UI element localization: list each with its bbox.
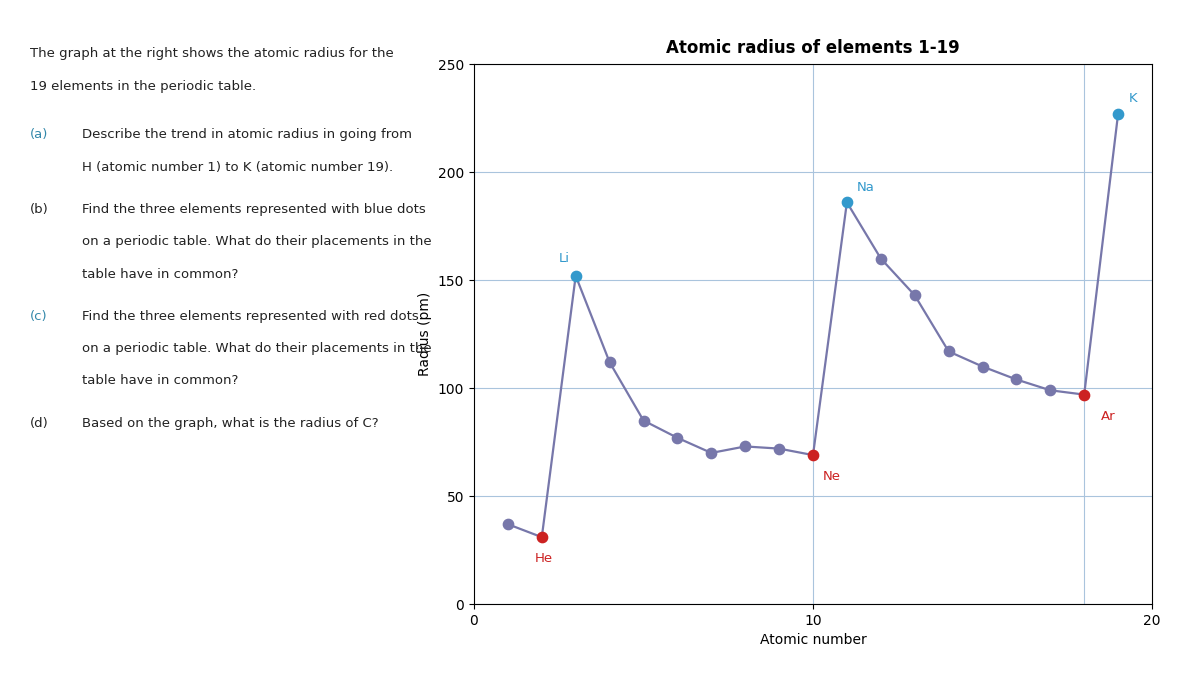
Point [1074,389,1093,400]
Text: Li: Li [559,252,570,265]
Text: (d): (d) [30,416,49,429]
Text: He: He [535,552,553,565]
Point [533,532,552,543]
Text: H (atomic number 1) to K (atomic number 19).: H (atomic number 1) to K (atomic number … [82,161,392,173]
Text: Find the three elements represented with blue dots: Find the three elements represented with… [82,202,425,216]
Text: Ne: Ne [823,470,841,483]
Text: (b): (b) [30,202,49,216]
Point [600,357,619,368]
Point [566,271,586,281]
Text: on a periodic table. What do their placements in the: on a periodic table. What do their place… [82,235,431,248]
Point [667,433,686,443]
Text: Find the three elements represented with red dots: Find the three elements represented with… [82,310,419,323]
Point [973,361,992,372]
Point [498,519,517,530]
Text: Na: Na [857,181,875,194]
Text: 19 elements in the periodic table.: 19 elements in the periodic table. [30,80,256,92]
Text: K: K [1128,92,1136,105]
Point [804,450,823,460]
Text: (c): (c) [30,310,48,323]
Title: Atomic radius of elements 1-19: Atomic radius of elements 1-19 [666,39,960,57]
Point [1007,374,1026,385]
Text: table have in common?: table have in common? [82,267,238,281]
Point [769,443,788,454]
Text: Ar: Ar [1102,410,1116,423]
Point [838,197,857,208]
Text: on a periodic table. What do their placements in the: on a periodic table. What do their place… [82,342,431,355]
Point [1109,109,1128,119]
Point [1040,385,1060,396]
Text: The graph at the right shows the atomic radius for the: The graph at the right shows the atomic … [30,47,394,60]
Point [871,253,890,264]
Point [736,441,755,452]
Y-axis label: Radius (pm): Radius (pm) [419,292,432,376]
Point [938,346,958,357]
Text: table have in common?: table have in common? [82,375,238,387]
Text: (a): (a) [30,128,48,141]
X-axis label: Atomic number: Atomic number [760,633,866,647]
Text: Describe the trend in atomic radius in going from: Describe the trend in atomic radius in g… [82,128,412,141]
Point [634,415,653,426]
Text: Based on the graph, what is the radius of C?: Based on the graph, what is the radius o… [82,416,378,429]
Point [702,448,721,458]
Point [905,290,924,300]
